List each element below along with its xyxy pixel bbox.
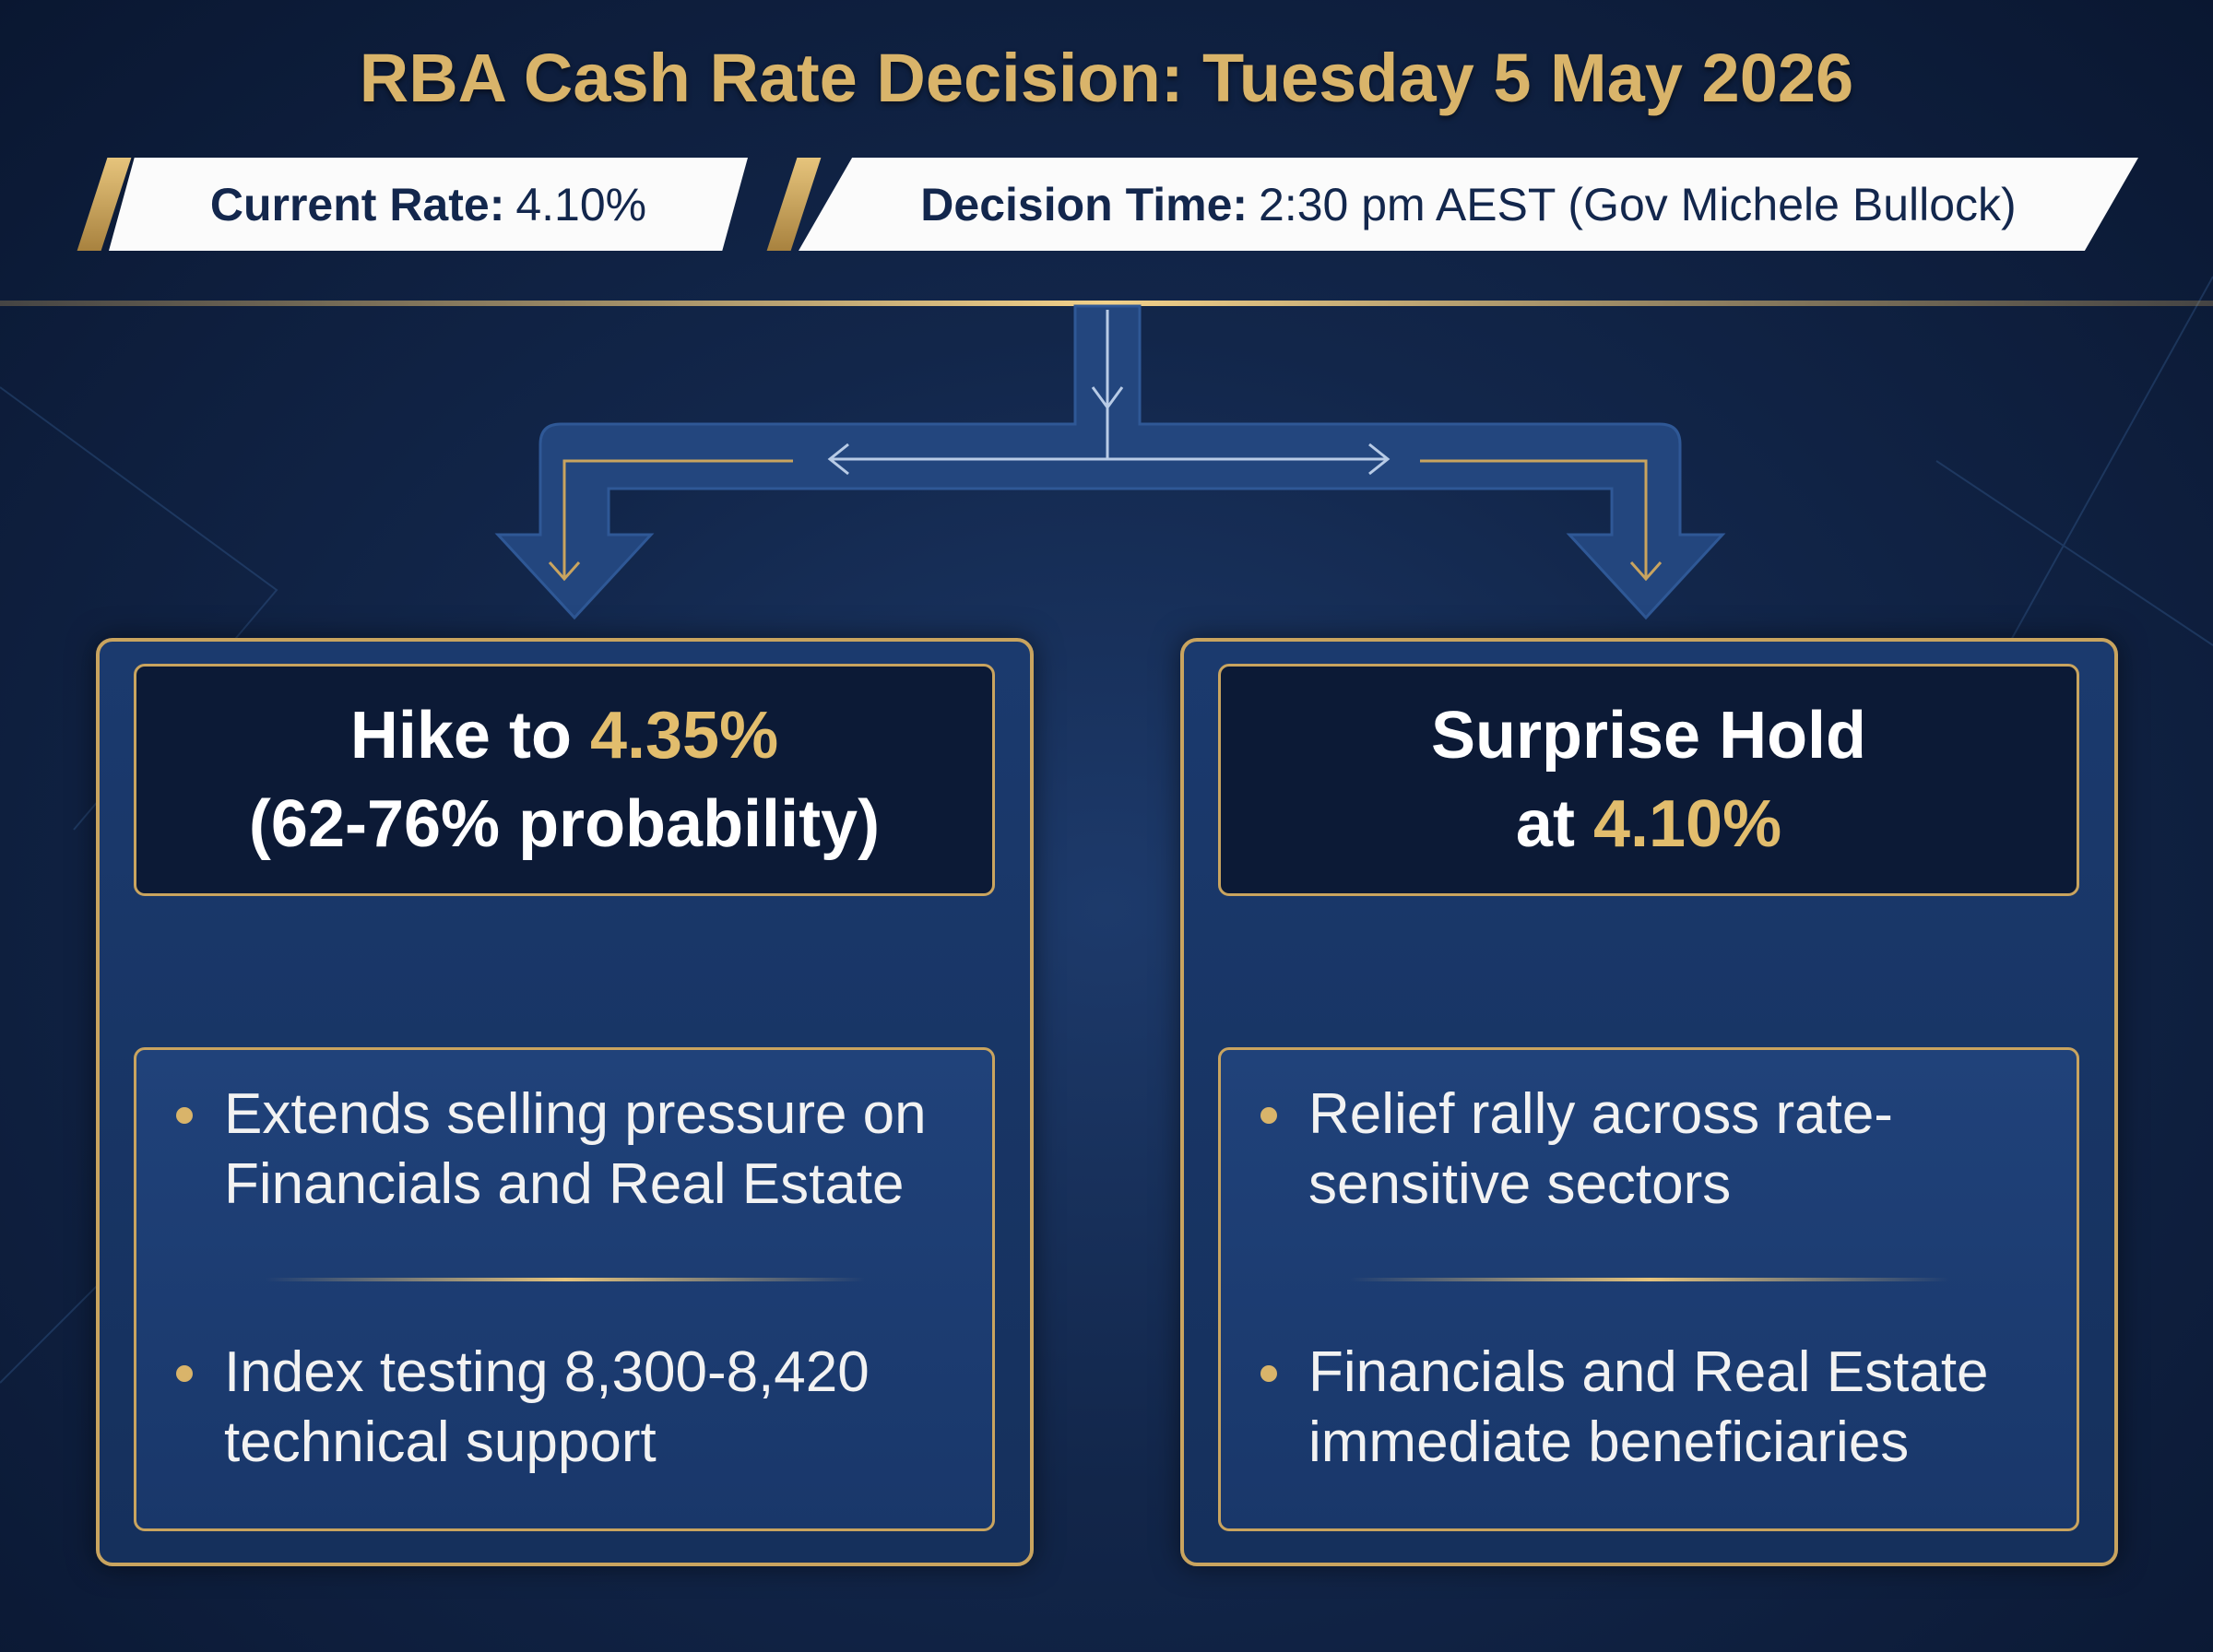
scenario-heading: Hike to 4.35% (62-76% probability) (134, 664, 995, 896)
heading-text: Hike to (349, 699, 572, 773)
bullet: Relief rally across rate-sensitive secto… (1260, 1080, 2046, 1220)
badge: Current Rate: 4.10% (109, 158, 748, 251)
heading-line: Surprise Hold (1431, 691, 1866, 780)
heading-text: (62-76% probability) (248, 787, 881, 861)
heading-text: at (1515, 787, 1575, 861)
bullet: Extends selling pressure on Financials a… (176, 1080, 962, 1220)
title: RBA Cash Rate Decision: Tuesday 5 May 20… (359, 40, 1854, 116)
badge-value: 4.10% (515, 178, 647, 230)
heading-line: at 4.10% (1516, 780, 1781, 868)
outcome-box: Extends selling pressure on Financials a… (134, 1047, 995, 1531)
badge-label: Current Rate: (209, 178, 505, 230)
heading-line: Hike to 4.35% (350, 691, 778, 780)
bullet: Index testing 8,300-8,420 technical supp… (176, 1338, 962, 1478)
scenario-panel: Hike to 4.35% (62-76% probability) Extends … (96, 638, 1034, 1566)
badge-value: 2:30 pm AEST (Gov Michele Bullock) (1259, 178, 2017, 230)
scenario-heading: Surprise Hold at 4.10% (1218, 664, 2079, 896)
heading-text: 4.35% (589, 699, 779, 773)
outcome-box: Relief rally across rate-sensitive secto… (1218, 1047, 2079, 1531)
connector (494, 304, 1726, 620)
heading-text: Surprise Hold (1430, 699, 1867, 773)
badge: Decision Time: 2:30 pm AEST (Gov Michele… (799, 158, 2138, 251)
heading-text: 4.10% (1592, 787, 1782, 861)
scenario-panel: Surprise Hold at 4.10% Relief rally across … (1180, 638, 2118, 1566)
badge-label: Decision Time: (920, 178, 1249, 230)
separator (266, 1278, 865, 1281)
gold-rule (0, 301, 2213, 306)
bullet: Financials and Real Estate immediate ben… (1260, 1338, 2046, 1478)
heading-line: (62-76% probability) (249, 780, 880, 868)
separator (1350, 1278, 1949, 1281)
